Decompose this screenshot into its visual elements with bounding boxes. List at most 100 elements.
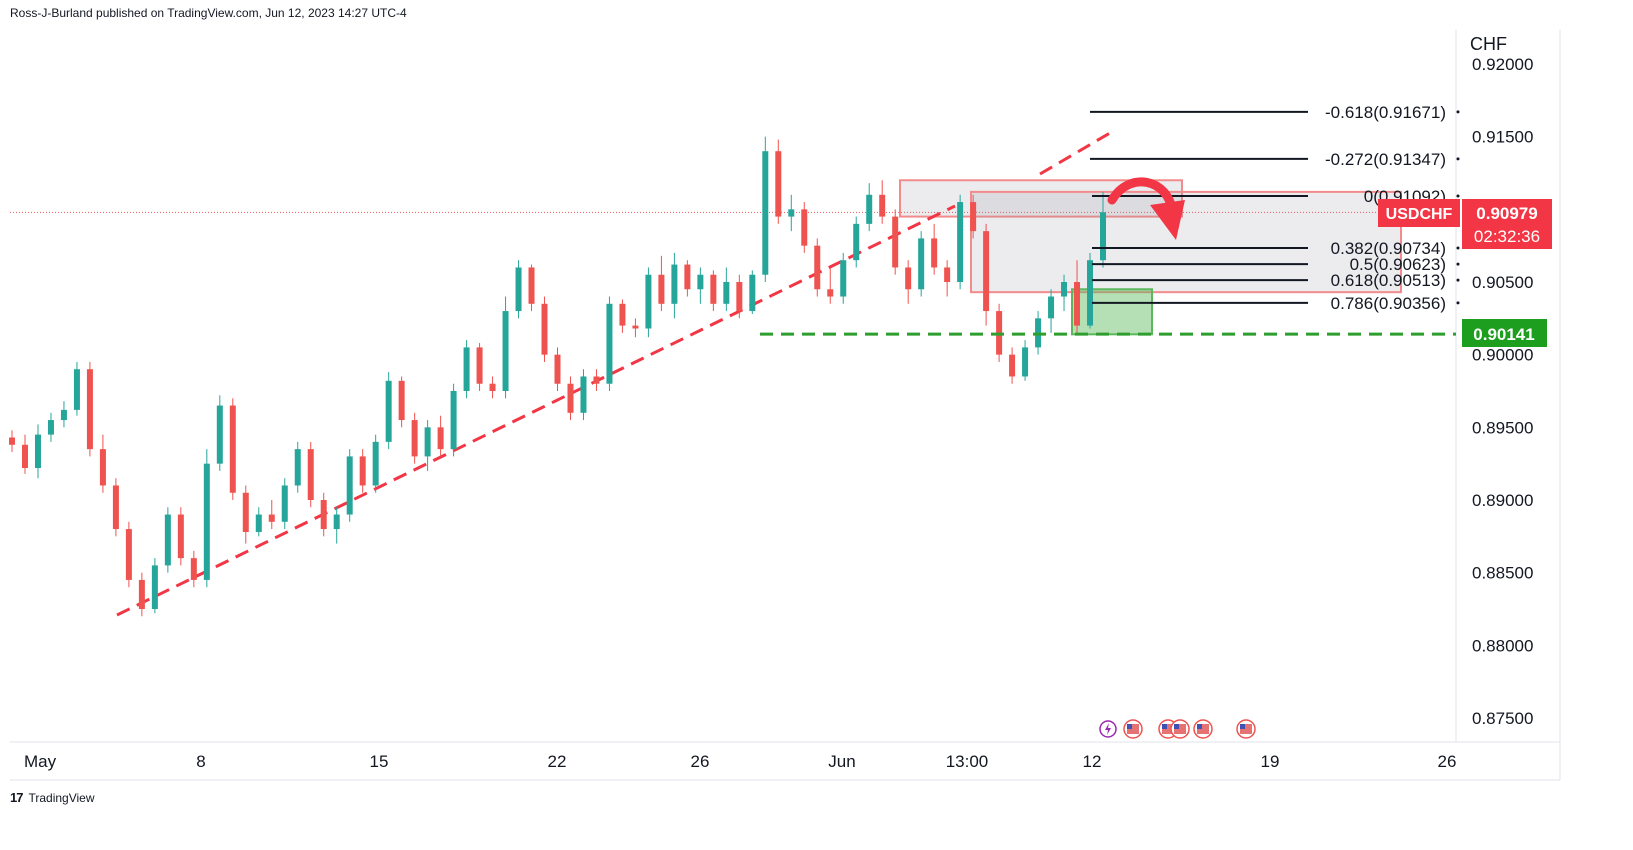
- x-tick-label: 26: [691, 752, 710, 771]
- publisher-attribution: Ross-J-Burland published on TradingView.…: [10, 6, 407, 20]
- fib-label: 0.618(0.90513): [1331, 271, 1446, 290]
- zone-boxes: [899, 179, 1402, 336]
- x-tick-label: May: [24, 752, 57, 771]
- candle-body: [632, 325, 639, 329]
- candle-body: [840, 260, 847, 297]
- flag-stripes: [1162, 724, 1174, 734]
- candle-body: [398, 380, 405, 421]
- candle-body: [619, 303, 626, 326]
- candle-body: [801, 209, 808, 246]
- fib-dot: [1456, 278, 1460, 282]
- candle-body: [593, 376, 600, 384]
- candle-body: [372, 441, 379, 486]
- candle-body: [450, 391, 457, 450]
- candle-body: [216, 405, 223, 464]
- candle-body: [944, 267, 951, 282]
- footer-brand: TradingView: [28, 790, 95, 805]
- candle-body: [411, 420, 418, 457]
- candle-body: [710, 274, 717, 304]
- candle-body: [125, 529, 132, 580]
- candle-body: [151, 565, 158, 609]
- candle-body: [905, 267, 912, 290]
- candle-body: [294, 449, 301, 486]
- lightning-bolt: [1105, 723, 1111, 735]
- us-flag-icon: [1193, 719, 1213, 739]
- x-tick-label: Jun: [828, 752, 855, 771]
- candle-body: [229, 405, 236, 493]
- candle-body: [606, 303, 613, 384]
- candle-body: [528, 267, 535, 304]
- candle-body: [1100, 212, 1106, 261]
- bearish-arrow: [1107, 177, 1185, 240]
- candle-body: [736, 282, 743, 312]
- candle-body: [177, 514, 184, 559]
- flag-stripes: [1240, 724, 1252, 734]
- candle-body: [1074, 282, 1081, 326]
- fib-dot: [1456, 110, 1460, 114]
- candle-body: [242, 492, 249, 532]
- arrow-curve: [1107, 177, 1177, 215]
- x-axis-ticks: May 8 15 22 26 Jun 13:00 12 19 26: [24, 752, 1456, 771]
- candle-body: [892, 216, 899, 268]
- y-tick-label: 0.90000: [1472, 346, 1533, 365]
- tradingview-logo-icon: 17: [10, 790, 24, 805]
- fib-label: -0.272(0.91347): [1325, 150, 1446, 169]
- x-tick-label: 15: [370, 752, 389, 771]
- y-tick-label: 0.90500: [1472, 273, 1533, 292]
- fib-dot: [1456, 194, 1460, 198]
- candle-body: [541, 303, 548, 355]
- x-tick-label: 22: [548, 752, 567, 771]
- flag-canton: [1127, 724, 1132, 729]
- flag-canton: [1162, 724, 1167, 729]
- candle-body: [203, 463, 210, 580]
- candle-body: [567, 383, 574, 413]
- candle-body: [47, 420, 54, 435]
- currency-label: CHF: [1470, 34, 1507, 54]
- fib-dot: [1456, 246, 1460, 250]
- fib-dot: [1456, 157, 1460, 161]
- y-tick-label: 0.88000: [1472, 636, 1533, 655]
- fibonacci-levels[interactable]: -0.618(0.91671)-0.272(0.91347)0(0.91092)…: [1090, 103, 1460, 313]
- candle-body: [281, 485, 288, 522]
- candle-body: [138, 579, 145, 609]
- x-tick-label: 12: [1083, 752, 1102, 771]
- y-axis-ticks: 0.92000 0.91500 0.90500 0.90000 0.89500 0.890…: [1472, 55, 1533, 728]
- last-price-label-bg: [1462, 199, 1552, 249]
- candle-body: [489, 383, 496, 391]
- candle-body: [60, 409, 67, 421]
- candle-body: [164, 514, 171, 566]
- candle-body: [580, 376, 587, 413]
- fib-dot: [1456, 301, 1460, 305]
- candle-body: [9, 437, 15, 445]
- y-tick-label: 0.92000: [1472, 55, 1533, 74]
- candle-body: [307, 449, 314, 500]
- lightning-event-icon: [1099, 720, 1117, 738]
- candle-body: [645, 274, 652, 329]
- x-tick-label: 8: [196, 752, 205, 771]
- candle-body: [723, 282, 730, 304]
- support-trendline: [116, 204, 956, 617]
- x-tick-label: 19: [1261, 752, 1280, 771]
- candle-body: [957, 202, 964, 282]
- us-flag-icon: [1123, 719, 1143, 739]
- candle-body: [814, 245, 821, 290]
- arrow-head: [1150, 200, 1185, 240]
- event-icons[interactable]: [1099, 719, 1256, 739]
- symbol-label-bg: [1378, 199, 1460, 227]
- flag-canton: [1197, 724, 1202, 729]
- candle-body: [983, 231, 990, 312]
- y-tick-label: 0.89500: [1472, 418, 1533, 437]
- candle-body: [788, 209, 795, 217]
- fib-label: -0.618(0.91671): [1325, 103, 1446, 122]
- candle-body: [268, 514, 275, 522]
- flag-stripes: [1197, 724, 1209, 734]
- symbol-label: USDCHF: [1386, 206, 1453, 223]
- candle-body: [671, 264, 678, 304]
- green-demand-box: [1071, 288, 1153, 336]
- candle-body: [34, 434, 41, 469]
- us-flag-icon: [1170, 719, 1190, 739]
- upper-trendline: [1039, 128, 1116, 176]
- candle-body: [918, 238, 925, 290]
- candle-body: [73, 369, 80, 410]
